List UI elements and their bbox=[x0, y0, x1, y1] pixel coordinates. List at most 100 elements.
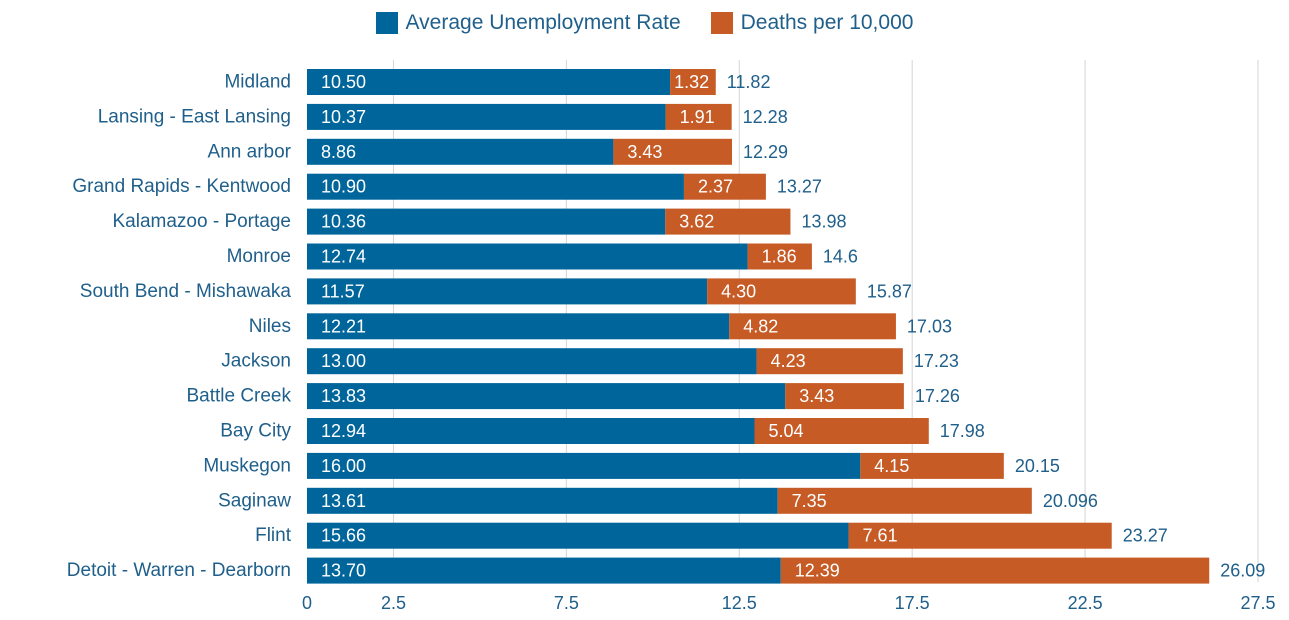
data-label-unemployment: 10.37 bbox=[321, 107, 366, 127]
bar-deaths bbox=[848, 522, 1112, 549]
data-label-deaths: 3.62 bbox=[679, 212, 714, 232]
category-label: Saginaw bbox=[218, 490, 291, 511]
data-label-deaths: 4.15 bbox=[874, 456, 909, 476]
category-label: Ann arbor bbox=[208, 141, 292, 162]
x-tick-label: 7.5 bbox=[554, 593, 579, 613]
category-label: Bay City bbox=[220, 421, 291, 442]
bar-deaths bbox=[756, 348, 903, 375]
data-label-deaths: 3.43 bbox=[799, 386, 834, 406]
category-label: Flint bbox=[255, 525, 292, 546]
data-label-unemployment: 13.70 bbox=[321, 561, 366, 581]
bar-unemployment bbox=[307, 313, 730, 340]
data-label-unemployment: 12.74 bbox=[321, 247, 366, 267]
total-label: 14.6 bbox=[823, 247, 858, 267]
category-label: Niles bbox=[249, 316, 291, 337]
data-label-unemployment: 13.83 bbox=[321, 386, 366, 406]
category-label: South Bend - Mishawaka bbox=[80, 281, 292, 302]
x-tick-label: 27.5 bbox=[1240, 593, 1275, 613]
total-label: 13.27 bbox=[777, 177, 822, 197]
bar-deaths bbox=[729, 313, 896, 340]
legend: Average Unemployment Rate Deaths per 10,… bbox=[0, 11, 1289, 35]
bar-unemployment bbox=[307, 69, 671, 95]
bar-unemployment bbox=[307, 103, 666, 130]
x-tick-label: 22.5 bbox=[1068, 593, 1103, 613]
category-label: Grand Rapids - Kentwood bbox=[72, 176, 291, 197]
data-label-unemployment: 13.61 bbox=[321, 491, 366, 511]
bar-unemployment bbox=[307, 452, 861, 479]
bar-deaths bbox=[665, 103, 732, 130]
category-label: Lansing - East Lansing bbox=[98, 106, 291, 127]
bar-unemployment bbox=[307, 418, 755, 444]
x-tick-label: 0 bbox=[302, 593, 312, 613]
data-label-unemployment: 16.00 bbox=[321, 456, 366, 476]
data-label-deaths: 1.86 bbox=[762, 247, 797, 267]
bar-deaths bbox=[780, 557, 1210, 584]
total-label: 11.82 bbox=[727, 72, 771, 92]
data-label-unemployment: 13.00 bbox=[321, 351, 366, 371]
data-label-unemployment: 8.86 bbox=[321, 142, 356, 162]
category-label: Kalamazoo - Portage bbox=[113, 211, 292, 232]
data-label-deaths: 12.39 bbox=[795, 561, 840, 581]
data-label-deaths: 5.04 bbox=[768, 421, 803, 441]
category-label: Monroe bbox=[227, 246, 291, 267]
total-label: 20.15 bbox=[1015, 456, 1060, 476]
data-label-deaths: 4.30 bbox=[721, 281, 756, 301]
x-tick-label: 17.5 bbox=[895, 593, 930, 613]
bar-deaths bbox=[754, 418, 929, 444]
bar-unemployment bbox=[307, 208, 666, 235]
data-label-deaths: 7.61 bbox=[863, 526, 898, 546]
total-label: 12.28 bbox=[743, 107, 788, 127]
total-label: 13.98 bbox=[801, 212, 846, 232]
total-label: 17.23 bbox=[914, 351, 959, 371]
bar-unemployment bbox=[307, 173, 684, 200]
bar-deaths bbox=[860, 452, 1004, 479]
category-label: Midland bbox=[224, 72, 291, 93]
category-label: Detoit - Warren - Dearborn bbox=[67, 560, 291, 581]
bar-unemployment bbox=[307, 243, 748, 270]
legend-item-unemployment: Average Unemployment Rate bbox=[375, 11, 681, 35]
bar-deaths bbox=[747, 243, 812, 270]
bar-unemployment bbox=[307, 522, 849, 549]
data-label-deaths: 1.32 bbox=[674, 72, 709, 92]
bar-unemployment bbox=[307, 138, 614, 165]
legend-label-deaths: Deaths per 10,000 bbox=[740, 11, 914, 34]
data-label-deaths: 4.82 bbox=[743, 316, 778, 336]
total-label: 15.87 bbox=[867, 281, 912, 301]
data-label-unemployment: 15.66 bbox=[321, 526, 366, 546]
category-label: Muskegon bbox=[203, 455, 291, 476]
x-tick-label: 2.5 bbox=[381, 593, 406, 613]
bar-deaths bbox=[670, 69, 716, 95]
data-label-deaths: 1.91 bbox=[680, 107, 715, 127]
total-label: 17.26 bbox=[915, 386, 960, 406]
data-label-deaths: 3.43 bbox=[627, 142, 662, 162]
total-label: 17.98 bbox=[940, 421, 985, 441]
x-tick-label: 12.5 bbox=[722, 593, 757, 613]
bar-deaths bbox=[707, 278, 856, 305]
category-label: Jackson bbox=[221, 351, 291, 372]
legend-label-unemployment: Average Unemployment Rate bbox=[405, 11, 681, 34]
data-label-deaths: 7.35 bbox=[792, 491, 827, 511]
data-label-unemployment: 10.90 bbox=[321, 177, 366, 197]
total-label: 12.29 bbox=[743, 142, 788, 162]
legend-item-deaths: Deaths per 10,000 bbox=[710, 11, 914, 35]
bar-unemployment bbox=[307, 487, 778, 514]
data-label-unemployment: 12.94 bbox=[321, 421, 366, 441]
bar-unemployment bbox=[307, 278, 708, 305]
total-label: 23.27 bbox=[1123, 526, 1168, 546]
data-label-unemployment: 10.36 bbox=[321, 212, 366, 232]
data-label-deaths: 4.23 bbox=[771, 351, 806, 371]
legend-swatch-deaths bbox=[710, 12, 733, 34]
bar-deaths bbox=[613, 138, 733, 165]
bar-deaths bbox=[785, 383, 904, 410]
bar-deaths bbox=[683, 173, 766, 200]
total-label: 17.03 bbox=[907, 316, 952, 336]
total-label: 26.09 bbox=[1220, 561, 1265, 581]
bar-unemployment bbox=[307, 348, 757, 375]
data-label-unemployment: 10.50 bbox=[321, 72, 366, 92]
bar-unemployment bbox=[307, 383, 786, 410]
data-label-deaths: 2.37 bbox=[698, 177, 733, 197]
data-label-unemployment: 11.57 bbox=[321, 281, 365, 301]
bar-unemployment bbox=[307, 557, 781, 584]
